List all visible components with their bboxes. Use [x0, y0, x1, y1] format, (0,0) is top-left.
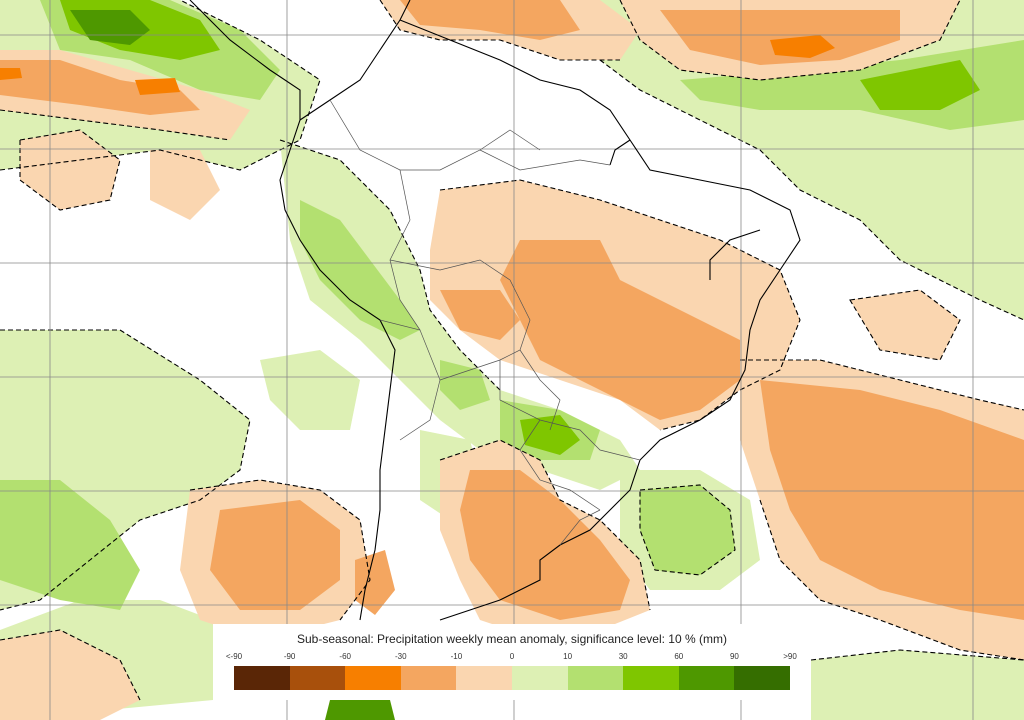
- legend-tick-label: -60: [339, 652, 351, 661]
- color-legend: Sub-seasonal: Precipitation weekly mean …: [213, 624, 811, 700]
- dark-green-regions: [70, 10, 395, 720]
- legend-title: Sub-seasonal: Precipitation weekly mean …: [297, 632, 727, 646]
- country-borders: [329, 99, 641, 546]
- legend-tick-label: 30: [618, 652, 628, 661]
- legend-swatch: [623, 666, 680, 690]
- continent-outline: [189, 0, 801, 621]
- legend-swatch: [345, 666, 402, 690]
- legend-swatch: [289, 666, 346, 690]
- legend-tick-label: -90: [283, 652, 296, 661]
- legend-swatch: [734, 666, 791, 690]
- legend-tick-label: -30: [395, 652, 407, 661]
- medium-orange-regions: [0, 0, 1024, 620]
- legend-swatch: [567, 666, 624, 690]
- legend-tick-label: 60: [674, 652, 684, 661]
- legend-swatch: [512, 666, 568, 690]
- legend-tick-label: <-90: [225, 652, 243, 661]
- legend-tick-label: -10: [450, 652, 463, 661]
- legend-swatch: [456, 666, 513, 690]
- legend-tick-label: >90: [783, 652, 797, 661]
- legend-swatch: [400, 666, 457, 690]
- legend-tick-label: 10: [563, 652, 573, 661]
- legend-swatch: [678, 666, 735, 690]
- strong-orange-regions: [0, 35, 835, 95]
- legend-swatch: [234, 666, 290, 690]
- legend-tick-label: 90: [729, 652, 739, 661]
- legend-tick-label: 0: [509, 652, 515, 661]
